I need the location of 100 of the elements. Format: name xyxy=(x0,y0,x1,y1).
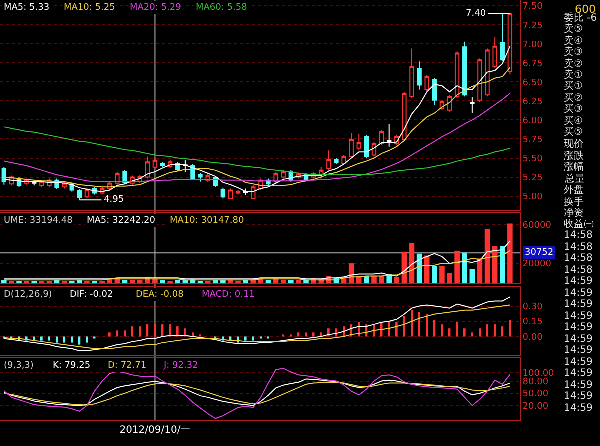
candlestick xyxy=(77,188,82,201)
ref-line-label: 30752 xyxy=(525,248,554,258)
text: 14:59 xyxy=(564,322,593,333)
y-tick-label: 5.75 xyxy=(522,135,543,146)
text: 14:59 xyxy=(564,368,593,379)
bar xyxy=(137,280,143,283)
bar xyxy=(441,324,444,337)
bar xyxy=(454,250,460,283)
bar xyxy=(440,266,445,283)
text: 14:59 xyxy=(564,357,593,368)
bar xyxy=(424,256,430,283)
bar xyxy=(426,314,428,337)
candlestick xyxy=(115,171,120,186)
candlestick xyxy=(122,170,128,185)
text: 14:58 xyxy=(564,253,593,264)
line-series xyxy=(4,240,511,280)
text: 收益㈠ xyxy=(564,218,594,230)
y-tick-label: 0.30 xyxy=(522,302,544,312)
bar xyxy=(63,336,66,343)
text: 总量 xyxy=(564,173,585,185)
text: MA5: 5.33 xyxy=(4,3,50,13)
bar xyxy=(372,276,377,283)
text: 买② xyxy=(564,93,583,104)
candlestick xyxy=(334,158,339,165)
bar xyxy=(456,322,458,337)
bar xyxy=(508,224,513,283)
text: DIF: -0.02 xyxy=(70,290,114,300)
series-label: J: 92.32 xyxy=(163,361,198,371)
bar xyxy=(432,266,438,283)
text: 涨跌 xyxy=(564,150,584,162)
bar xyxy=(86,336,88,343)
line-series xyxy=(4,296,511,352)
text: 现价 xyxy=(564,138,584,150)
bar xyxy=(40,336,43,341)
candlestick xyxy=(364,134,370,159)
bar xyxy=(418,312,420,337)
candlestick xyxy=(432,78,438,106)
text: 14:58 xyxy=(564,265,593,276)
candlestick xyxy=(410,48,414,99)
y-tick-label: 6.75 xyxy=(522,59,543,70)
text: K: 79.25 xyxy=(53,361,91,371)
candlestick xyxy=(198,172,203,182)
text: 换手 xyxy=(564,196,584,208)
text: 14:59 xyxy=(564,345,593,356)
y-tick-label: 60000 xyxy=(522,220,552,231)
bar xyxy=(462,252,468,283)
candlestick xyxy=(274,171,278,184)
y-tick-label: 0.15 xyxy=(522,318,543,328)
candlestick xyxy=(485,48,490,98)
candlestick xyxy=(508,13,513,76)
line-series xyxy=(4,126,511,176)
y-tick-label: 0.00 xyxy=(522,332,544,343)
y-tick-label: 5.50 xyxy=(522,154,544,164)
bar xyxy=(139,326,142,337)
annotation: D(12,26,9) xyxy=(4,290,52,300)
text: 买⑤ xyxy=(564,127,583,138)
text: MA5: 32242.20 xyxy=(87,216,156,226)
bar xyxy=(394,277,400,283)
y-tick-label: 6.25 xyxy=(522,97,543,108)
bar xyxy=(388,322,390,337)
candlestick xyxy=(386,124,392,148)
line-series xyxy=(4,93,511,182)
text: 卖④ xyxy=(564,35,583,47)
bar xyxy=(447,273,452,283)
annotation: (9,3,3) xyxy=(4,361,34,371)
line-series xyxy=(4,304,511,350)
text: 卖③ xyxy=(564,46,583,58)
line-series xyxy=(4,368,511,420)
y-tick-label: 7.00 xyxy=(522,40,544,50)
bar xyxy=(130,280,136,283)
text: 14:59 xyxy=(564,311,593,322)
candlestick xyxy=(417,61,422,90)
bar xyxy=(501,326,504,337)
bar xyxy=(266,280,272,283)
bar xyxy=(379,276,384,283)
text: DEA: -0.08 xyxy=(136,290,184,300)
series-label: D: 72.71 xyxy=(108,361,147,371)
bar xyxy=(280,280,286,283)
bar xyxy=(395,322,398,337)
text: MA10: 5.25 xyxy=(64,3,116,13)
text: 卖⑤ xyxy=(564,23,583,35)
bar xyxy=(56,336,58,343)
annotation: UME: 33194.48 xyxy=(4,216,74,226)
text: 14:59 xyxy=(564,288,593,299)
candlestick xyxy=(326,150,332,171)
text: 净资 xyxy=(564,207,584,219)
candlestick xyxy=(356,133,362,152)
candlestick xyxy=(220,187,226,200)
bar xyxy=(244,336,247,341)
text: 14:59 xyxy=(564,334,593,345)
text: MA10: 30147.80 xyxy=(170,216,244,226)
text: MA20: 5.29 xyxy=(130,3,182,13)
text: 14:58 xyxy=(564,242,593,253)
candlestick xyxy=(402,92,407,142)
text: 14:59 xyxy=(564,299,593,310)
candlestick xyxy=(379,130,384,146)
y-tick-label: 5.00 xyxy=(522,192,544,202)
y-tick-label: 5.25 xyxy=(522,173,543,184)
y-tick-label: 50.00 xyxy=(522,390,549,400)
candlestick xyxy=(281,170,286,180)
